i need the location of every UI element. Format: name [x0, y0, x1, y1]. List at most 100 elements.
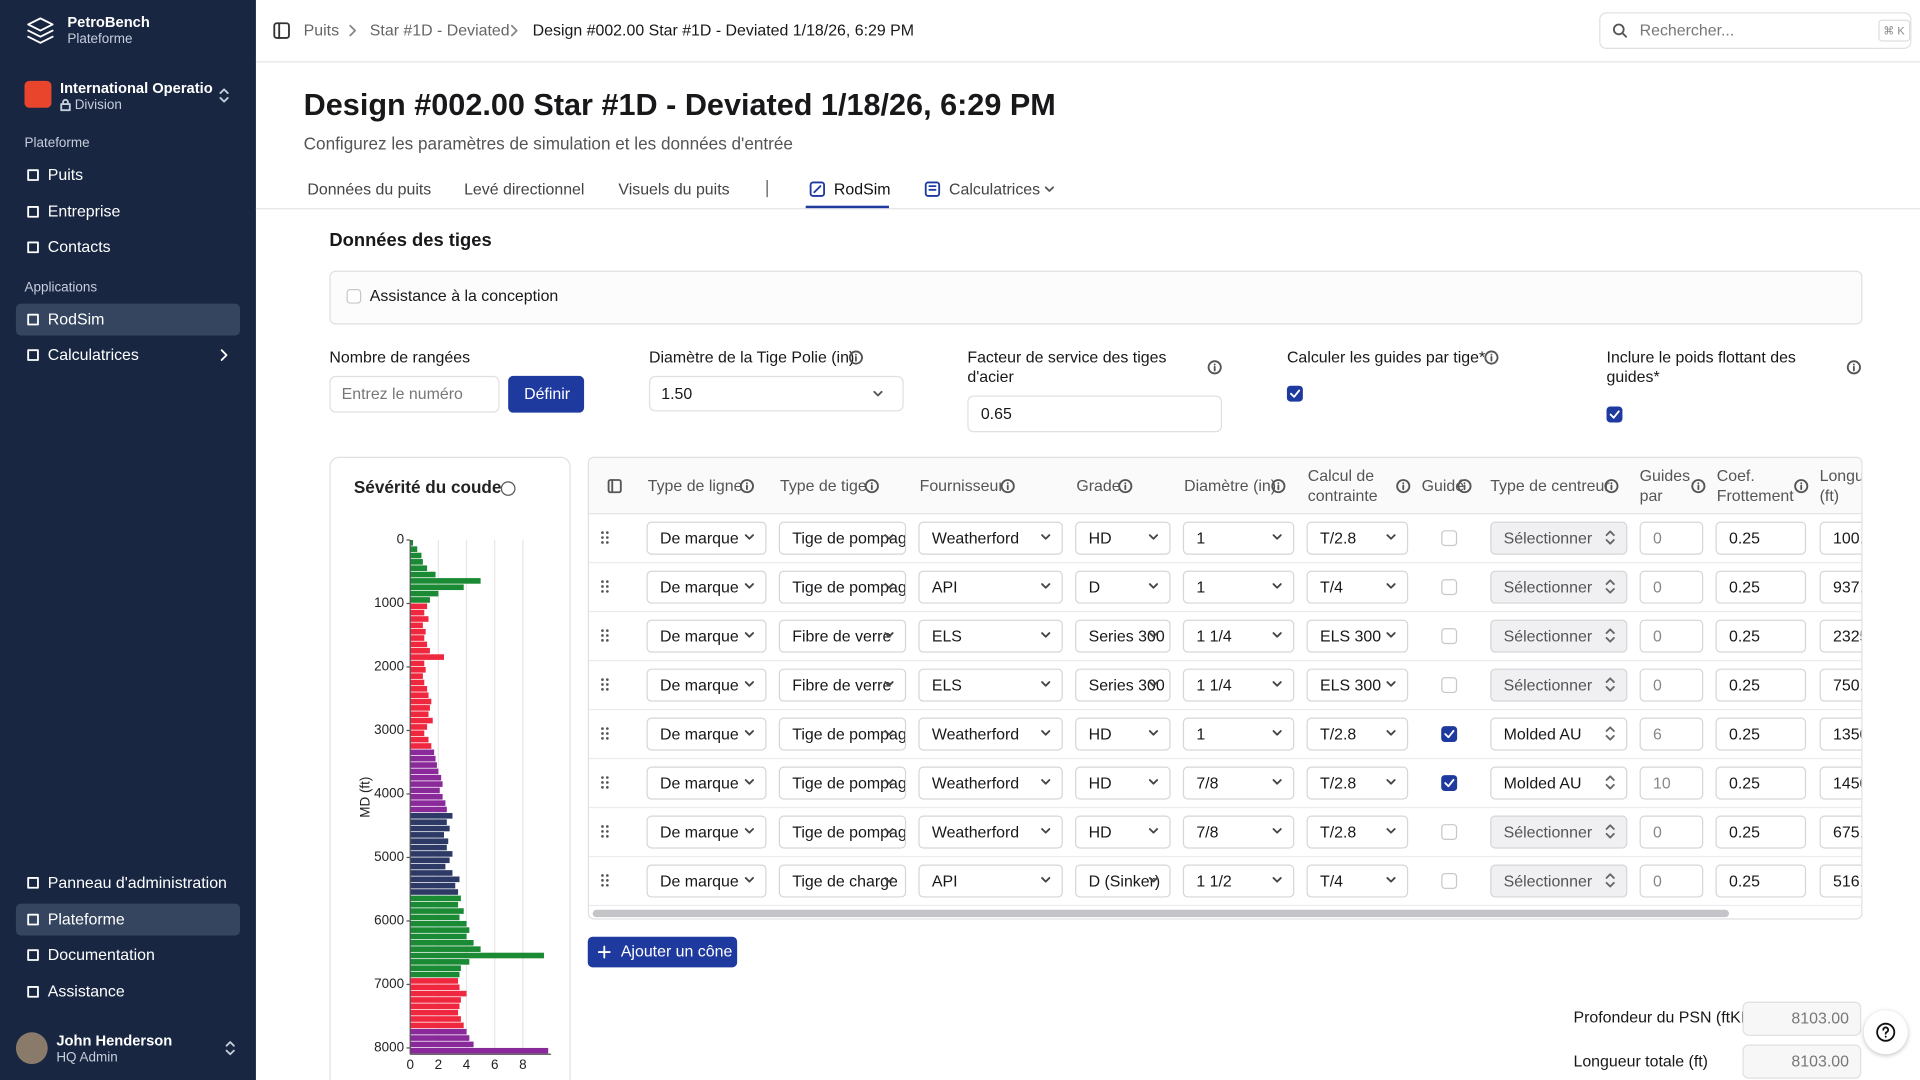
- checkbox[interactable]: [1441, 579, 1458, 596]
- table-cell[interactable]: Weatherford: [918, 765, 1063, 799]
- table-cell[interactable]: De marque: [646, 618, 767, 653]
- table-cell[interactable]: 1450.00: [1819, 765, 1862, 799]
- table-cell[interactable]: Sélectionner: [1490, 618, 1628, 653]
- table-cell[interactable]: Series 300: [1075, 667, 1171, 702]
- table-cell[interactable]: Molded AU: [1490, 765, 1628, 799]
- table-cell[interactable]: 1350.00: [1819, 716, 1862, 750]
- sidebar-toggle[interactable]: [273, 22, 290, 39]
- nav-item[interactable]: Puits: [47, 165, 84, 184]
- breadcrumb[interactable]: Star #1D - Deviated: [369, 20, 510, 40]
- checkbox[interactable]: [1441, 530, 1458, 547]
- table-cell[interactable]: 0.25: [1715, 863, 1807, 897]
- table-cell[interactable]: 6: [1639, 716, 1704, 750]
- nav-item[interactable]: RodSim: [47, 309, 105, 329]
- table-cell[interactable]: ELS: [918, 667, 1063, 702]
- table-cell[interactable]: 0: [1639, 618, 1704, 653]
- table-cell[interactable]: De marque: [646, 863, 767, 897]
- add-button[interactable]: [587, 936, 738, 968]
- checkbox[interactable]: [1441, 628, 1458, 645]
- nav-item[interactable]: Plateforme: [47, 909, 125, 928]
- breadcrumb[interactable]: Puits: [303, 20, 340, 40]
- table-cell[interactable]: 0: [1639, 667, 1704, 702]
- table-cell[interactable]: Weatherford: [918, 814, 1063, 848]
- tab[interactable]: Levé directionnel: [464, 180, 585, 199]
- scrollbar[interactable]: [592, 909, 1729, 918]
- table-cell[interactable]: 0.25: [1715, 618, 1807, 653]
- table-cell[interactable]: Sélectionner: [1490, 521, 1628, 555]
- table-cell[interactable]: 750.00: [1819, 667, 1862, 702]
- table-cell[interactable]: 937.00: [1819, 570, 1862, 604]
- table-cell[interactable]: 0: [1639, 863, 1704, 897]
- expand-icon[interactable]: [218, 349, 230, 361]
- search[interactable]: [1599, 12, 1912, 49]
- table-cell[interactable]: Tige de charge: [778, 863, 907, 897]
- user-menu[interactable]: [224, 1040, 236, 1057]
- org-switch[interactable]: [218, 87, 230, 104]
- bar: [410, 641, 428, 648]
- table-cell[interactable]: 100.00: [1819, 521, 1862, 555]
- table-cell[interactable]: Sélectionner: [1490, 667, 1628, 702]
- nav-item[interactable]: Assistance: [47, 981, 125, 1000]
- y-tick-label: 8000: [374, 1039, 404, 1054]
- table-cell[interactable]: 0.25: [1715, 667, 1807, 702]
- table-cell[interactable]: ELS 300: [1306, 618, 1409, 653]
- nav-item[interactable]: Contacts: [47, 237, 111, 256]
- table-cell[interactable]: Tige de pompage: [778, 521, 907, 555]
- table-cell[interactable]: De marque: [646, 667, 767, 702]
- table-cell[interactable]: Tige de pompage: [778, 570, 907, 604]
- table-cell[interactable]: De marque: [646, 521, 767, 555]
- nav-item[interactable]: Calculatrices: [47, 345, 139, 364]
- nav-item[interactable]: Panneau d'administration: [47, 873, 227, 892]
- table-cell[interactable]: 0.25: [1715, 521, 1807, 555]
- table-cell[interactable]: Molded AU: [1490, 716, 1628, 750]
- table-cell[interactable]: De marque: [646, 570, 767, 604]
- nav-item[interactable]: Documentation: [47, 945, 155, 964]
- table-cell[interactable]: Tige de pompage: [778, 814, 907, 848]
- table-cell[interactable]: Fibre de verre: [778, 667, 907, 702]
- bar: [410, 787, 440, 794]
- table-cell[interactable]: 0: [1639, 570, 1704, 604]
- table-cell[interactable]: 516.00: [1819, 863, 1862, 897]
- table-cell[interactable]: API: [918, 863, 1063, 897]
- table-cell[interactable]: 0.25: [1715, 765, 1807, 799]
- define-button[interactable]: [508, 375, 585, 413]
- table-cell[interactable]: API: [918, 570, 1063, 604]
- define-label: Définir: [524, 384, 571, 403]
- rows-input[interactable]: [329, 375, 500, 413]
- table-cell[interactable]: ELS: [918, 618, 1063, 653]
- table-cell[interactable]: Sélectionner: [1490, 863, 1628, 897]
- table-cell[interactable]: 10: [1639, 765, 1704, 799]
- tab[interactable]: Calculatrices: [948, 180, 1041, 199]
- service-input[interactable]: [967, 395, 1223, 433]
- org-name[interactable]: International Operatio: [60, 79, 213, 97]
- tab[interactable]: RodSim: [833, 180, 891, 199]
- table-cell[interactable]: 2325.00: [1819, 618, 1862, 653]
- diam-select[interactable]: [648, 375, 904, 412]
- table-cell[interactable]: Sélectionner: [1490, 570, 1628, 604]
- table-cell[interactable]: 1: [1182, 521, 1295, 555]
- table-cell[interactable]: Weatherford: [918, 521, 1063, 555]
- tab[interactable]: Visuels du puits: [618, 180, 730, 199]
- table-cell[interactable]: 0: [1639, 521, 1704, 555]
- table-cell[interactable]: De marque: [646, 716, 767, 750]
- table-cell[interactable]: Fibre de verre: [778, 618, 907, 653]
- table-cell[interactable]: De marque: [646, 814, 767, 848]
- table-cell[interactable]: Tige de pompage: [778, 716, 907, 750]
- table-cell[interactable]: HD: [1075, 521, 1171, 555]
- table-cell[interactable]: 0: [1639, 814, 1704, 848]
- table-cell[interactable]: De marque: [646, 765, 767, 799]
- checkbox[interactable]: [346, 288, 362, 304]
- bar: [410, 609, 425, 616]
- table-cell[interactable]: Tige de pompage: [778, 765, 907, 799]
- table-cell[interactable]: Weatherford: [918, 716, 1063, 750]
- table-cell[interactable]: 0.25: [1715, 570, 1807, 604]
- checkbox[interactable]: [1441, 873, 1458, 889]
- tab[interactable]: Données du puits: [307, 180, 432, 199]
- table-cell[interactable]: 0.25: [1715, 814, 1807, 848]
- table-cell[interactable]: Sélectionner: [1490, 814, 1628, 848]
- checkbox[interactable]: [1441, 677, 1458, 694]
- nav-item[interactable]: Entreprise: [47, 201, 121, 220]
- checkbox[interactable]: [1441, 824, 1458, 840]
- table-cell[interactable]: 675.00: [1819, 814, 1862, 848]
- table-cell[interactable]: 0.25: [1715, 716, 1807, 750]
